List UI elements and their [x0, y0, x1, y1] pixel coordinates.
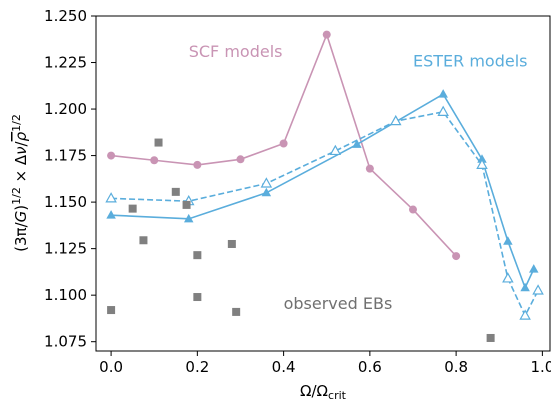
- series-ester-dashed: [105, 105, 544, 320]
- data-point-ester-dashed: [502, 272, 514, 283]
- y-tick-label: 1.200: [44, 100, 87, 118]
- data-point-ester-dashed: [476, 158, 488, 169]
- y-tick-label: 1.075: [44, 333, 87, 351]
- y-axis-label-slash: /: [12, 140, 30, 146]
- data-point-scf: [150, 156, 159, 165]
- data-point-ester-dashed: [329, 144, 342, 156]
- data-point-ester-solid: [503, 236, 513, 245]
- data-point-scf: [193, 160, 202, 169]
- y-axis-label: (3π/G)1/2 × Δν/ρ1/2: [10, 114, 30, 252]
- series-layer: [105, 30, 544, 342]
- y-axis-label-G: G: [12, 211, 30, 223]
- y-tick-label: 1.125: [44, 240, 87, 258]
- y-axis-label-paren-close: ): [12, 205, 30, 211]
- data-point-observed: [232, 307, 241, 316]
- x-tick-label: 0.8: [444, 358, 468, 376]
- annotations-layer: SCF models ESTER models observed EBs: [189, 42, 528, 313]
- x-tick-label: 1.0: [530, 358, 551, 376]
- series-scf: [107, 30, 461, 261]
- series-observed: [107, 138, 495, 342]
- data-point-ester-dashed: [105, 192, 117, 203]
- x-tick-label: 0.0: [99, 358, 123, 376]
- series-line-ester-dashed: [111, 110, 539, 318]
- x-axis-label-subscript: crit: [328, 389, 347, 402]
- annotation-label: ESTER models: [413, 51, 528, 70]
- data-point-ester-solid: [528, 264, 539, 273]
- data-point-scf: [279, 139, 288, 148]
- y-tick-label: 1.225: [44, 54, 87, 72]
- y-axis-label-paren-open: (3π/: [12, 221, 30, 251]
- data-point-observed: [193, 251, 202, 260]
- data-point-ester-dashed: [389, 114, 402, 126]
- data-point-observed: [107, 306, 116, 315]
- y-axis-label-nu: ν: [12, 146, 30, 154]
- y-axis-label-rho: ρ: [12, 131, 30, 141]
- data-point-ester-solid: [183, 213, 194, 223]
- y-tick-label: 1.100: [44, 286, 87, 304]
- x-tick-label: 0.2: [185, 358, 209, 376]
- annotation-label: observed EBs: [284, 294, 393, 313]
- data-point-ester-dashed: [519, 309, 531, 320]
- y-tick-label: 1.175: [44, 147, 87, 165]
- plot-frame: [95, 15, 551, 352]
- x-tick-label: 0.6: [358, 358, 382, 376]
- data-point-ester-solid: [261, 187, 272, 197]
- data-point-scf: [452, 252, 461, 261]
- data-point-ester-solid: [438, 89, 448, 98]
- data-point-ester-dashed: [437, 105, 449, 116]
- data-point-ester-solid: [106, 210, 116, 219]
- data-point-observed: [128, 204, 137, 213]
- data-point-scf: [322, 30, 331, 39]
- y-axis-label-exp1: 1/2: [10, 187, 23, 205]
- data-point-observed: [227, 239, 236, 248]
- data-point-observed: [154, 138, 163, 147]
- data-point-ester-dashed: [260, 177, 273, 188]
- y-tick-label: 1.250: [44, 7, 87, 25]
- y-axis-label-exp2: 1/2: [10, 114, 23, 132]
- data-point-ester-solid: [520, 282, 530, 292]
- data-point-scf: [408, 205, 417, 214]
- data-point-observed: [171, 187, 180, 196]
- y-axis-label-times: × Δ: [12, 154, 30, 187]
- data-point-scf: [236, 155, 245, 164]
- y-tick-label: 1.150: [44, 193, 87, 211]
- data-point-observed: [182, 200, 191, 209]
- series-ester-solid: [106, 89, 539, 292]
- annotation-label: SCF models: [189, 42, 283, 61]
- data-point-scf: [107, 151, 116, 160]
- data-point-ester-solid: [352, 139, 362, 148]
- x-axis-label: Ω/Ωcrit: [300, 382, 347, 402]
- data-point-observed: [139, 236, 148, 245]
- data-point-observed: [486, 333, 495, 342]
- x-tick-label: 0.4: [272, 358, 296, 376]
- data-point-observed: [193, 293, 202, 302]
- data-point-ester-dashed: [532, 284, 544, 295]
- ticks-layer: 0.0 0.2 0.4 0.6 0.8 1.0 1.075 1.100 1.125 1.150 1.…: [44, 7, 551, 376]
- data-point-scf: [365, 164, 374, 173]
